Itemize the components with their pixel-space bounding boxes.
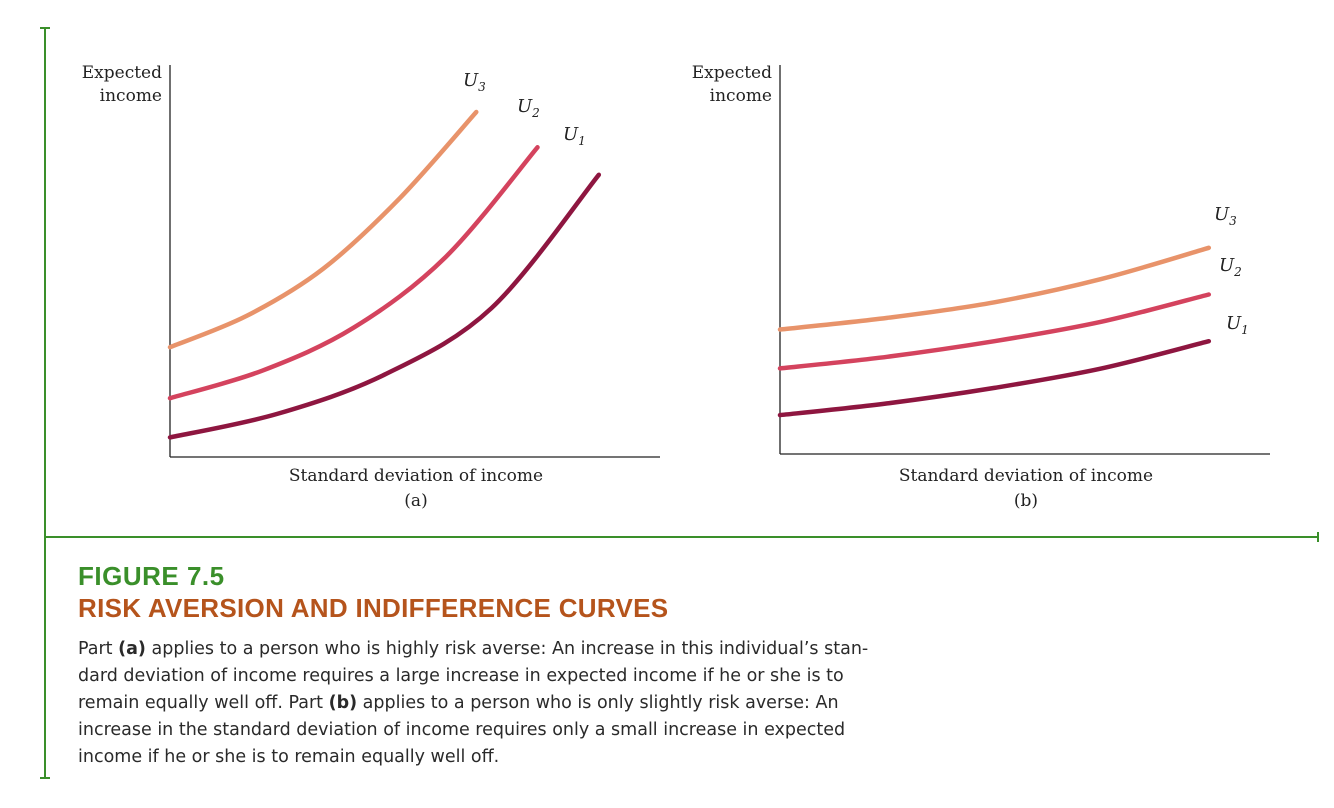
panel-b-u2-label: U2 [1219, 255, 1242, 279]
panel-b-curve-u2 [777, 292, 1212, 371]
panel-a-u2-label: U2 [517, 96, 540, 120]
panel-b-curve-u3 [777, 245, 1212, 332]
panel-b-curve-labels: U3 U2 U1 [1214, 204, 1249, 337]
caption-line: income if he or she is to remain equally… [78, 747, 500, 767]
panel-b-u1-label: U1 [1226, 313, 1249, 337]
panel-a-label: (a) [404, 491, 427, 511]
panel-a-u3-label: U3 [463, 70, 486, 94]
panel-a-curve-labels: U3 U2 U1 [463, 70, 586, 148]
figure-title: RISK AVERSION AND INDIFFERENCE CURVES [78, 593, 669, 623]
panel-b-xlabel: Standard deviation of income [899, 466, 1153, 486]
caption-line: Part (a) applies to a person who is high… [78, 639, 869, 659]
panel-a-xlabel: Standard deviation of income [289, 466, 543, 486]
caption-line: increase in the standard deviation of in… [78, 720, 846, 740]
panel-a-curve-u1 [167, 172, 602, 440]
panel-a-u1-label: U1 [563, 124, 586, 148]
panel-b-curves [777, 245, 1212, 418]
panel-b-ylabel-line1: Expected [692, 63, 772, 83]
figure-caption: FIGURE 7.5 RISK AVERSION AND INDIFFERENC… [78, 560, 978, 771]
panel-a-curve-u2 [167, 145, 540, 401]
panel-b-ylabel-line2: income [710, 86, 772, 106]
panel-b-u3-label: U3 [1214, 204, 1237, 228]
panel-a: Expected income Standard deviation of in… [82, 63, 660, 511]
figure-number: FIGURE 7.5 [78, 561, 225, 591]
panel-a-ylabel-line2: income [100, 86, 162, 106]
panel-a-curves [167, 109, 602, 440]
panel-a-curve-u3 [167, 109, 479, 350]
caption-line: dard deviation of income requires a larg… [78, 666, 844, 686]
figure-frame [40, 27, 1319, 779]
panel-a-ylabel-line1: Expected [82, 63, 162, 83]
caption-body: Part (a) applies to a person who is high… [78, 636, 968, 771]
panel-b: Expected income Standard deviation of in… [692, 63, 1270, 511]
caption-line: remain equally well off. Part (b) applie… [78, 693, 839, 713]
panel-b-label: (b) [1014, 491, 1038, 511]
panel-b-curve-u1 [777, 338, 1212, 418]
